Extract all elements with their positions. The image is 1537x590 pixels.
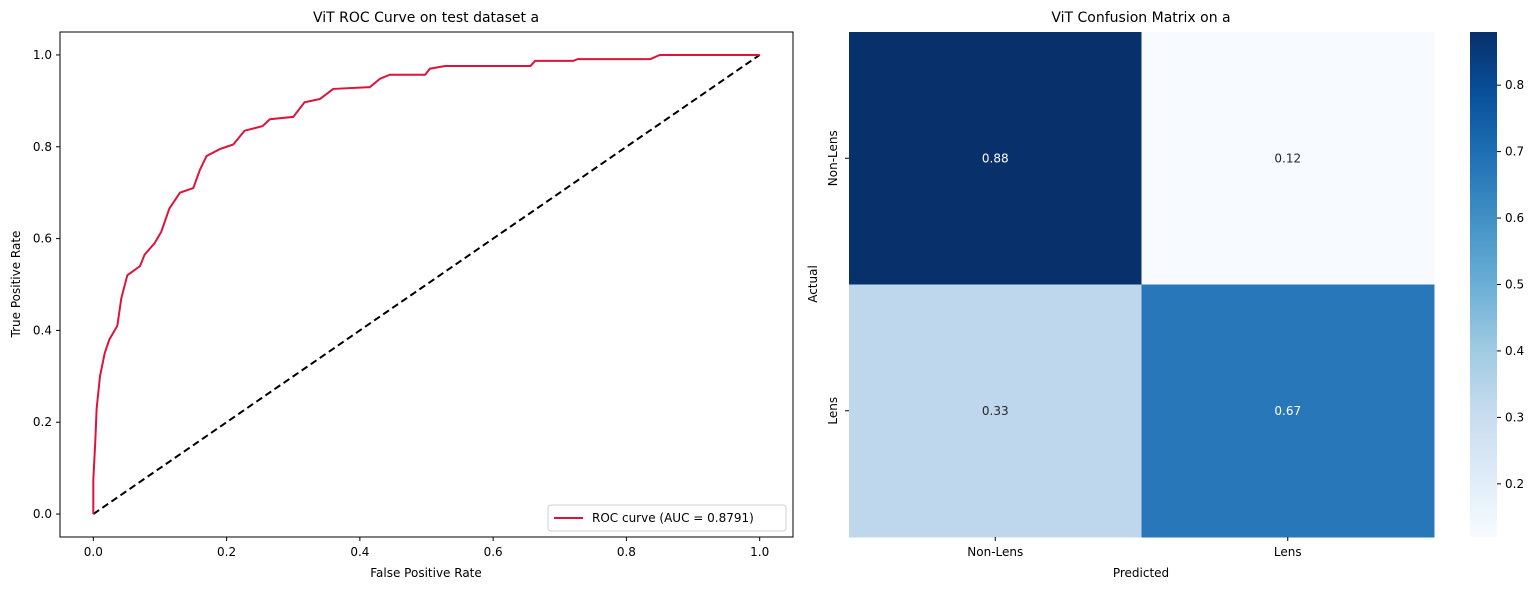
y-category-label: Lens	[826, 397, 840, 425]
confusion-matrix: 0.88 0.12 0.33 0.67 Non-Lens Lens Non-Lens Lens	[826, 32, 1435, 559]
colorbar-tick-label: 0.2	[1505, 477, 1524, 491]
x-tick-label: 1.0	[750, 545, 769, 559]
colorbar-tick-label: 0.5	[1505, 278, 1524, 292]
colorbar-tick-label: 0.4	[1505, 344, 1524, 358]
x-tick-label: 0.4	[350, 545, 369, 559]
colorbar-tick-label: 0.6	[1505, 211, 1524, 225]
heatmap-cell	[1141, 32, 1435, 285]
y-tick-label: 0.4	[33, 323, 52, 337]
y-tick-label: 0.0	[33, 507, 52, 521]
y-tick-label: 0.8	[33, 140, 52, 154]
x-tick-label: 0.6	[484, 545, 503, 559]
heatmap-cell	[1141, 284, 1435, 538]
x-tick-label: 0.0	[84, 545, 103, 559]
roc-axes-frame	[59, 31, 794, 538]
colorbar-tick-label: 0.3	[1505, 410, 1524, 424]
roc-xlabel: False Positive Rate	[370, 566, 482, 580]
cm-ylabel: Actual	[806, 265, 820, 303]
roc-legend: ROC curve (AUC = 0.8791)	[547, 504, 787, 532]
roc-curve-line	[92, 53, 760, 515]
legend-label-roc: ROC curve (AUC = 0.8791)	[592, 511, 754, 525]
colorbar-ticks: 0.2 0.3 0.4 0.5 0.6 0.7 0.8	[1497, 78, 1524, 491]
y-tick-label: 1.0	[33, 48, 52, 62]
heatmap-cell	[849, 32, 1142, 285]
x-tick-label: 0.8	[617, 545, 636, 559]
chance-line	[92, 54, 761, 515]
roc-title: ViT ROC Curve on test dataset a	[313, 10, 539, 26]
y-tick-label: 0.6	[33, 232, 52, 246]
cm-title: ViT Confusion Matrix on a	[1051, 10, 1230, 26]
heatmap-cell	[849, 284, 1142, 538]
cell-value-label: 0.88	[982, 151, 1009, 165]
x-category-label: Non-Lens	[967, 545, 1023, 559]
y-category-label: Non-Lens	[826, 130, 840, 186]
colorbar-tick-label: 0.8	[1505, 78, 1524, 92]
x-tick-label: 0.2	[217, 545, 236, 559]
y-tick-label: 0.2	[33, 415, 52, 429]
roc-plot: 0.0 0.2 0.4 0.6 0.8 1.0 0.0 0.2 0.4 0.6 0.8 1.0	[33, 48, 769, 559]
colorbar	[1470, 32, 1497, 537]
cell-value-label: 0.33	[982, 404, 1009, 418]
x-category-label: Lens	[1274, 545, 1302, 559]
cell-value-label: 0.12	[1274, 151, 1301, 165]
cell-value-label: 0.67	[1274, 404, 1301, 418]
roc-ylabel: True Positive Rate	[9, 231, 23, 339]
cm-xlabel: Predicted	[1113, 566, 1169, 580]
colorbar-tick-label: 0.7	[1505, 145, 1524, 159]
